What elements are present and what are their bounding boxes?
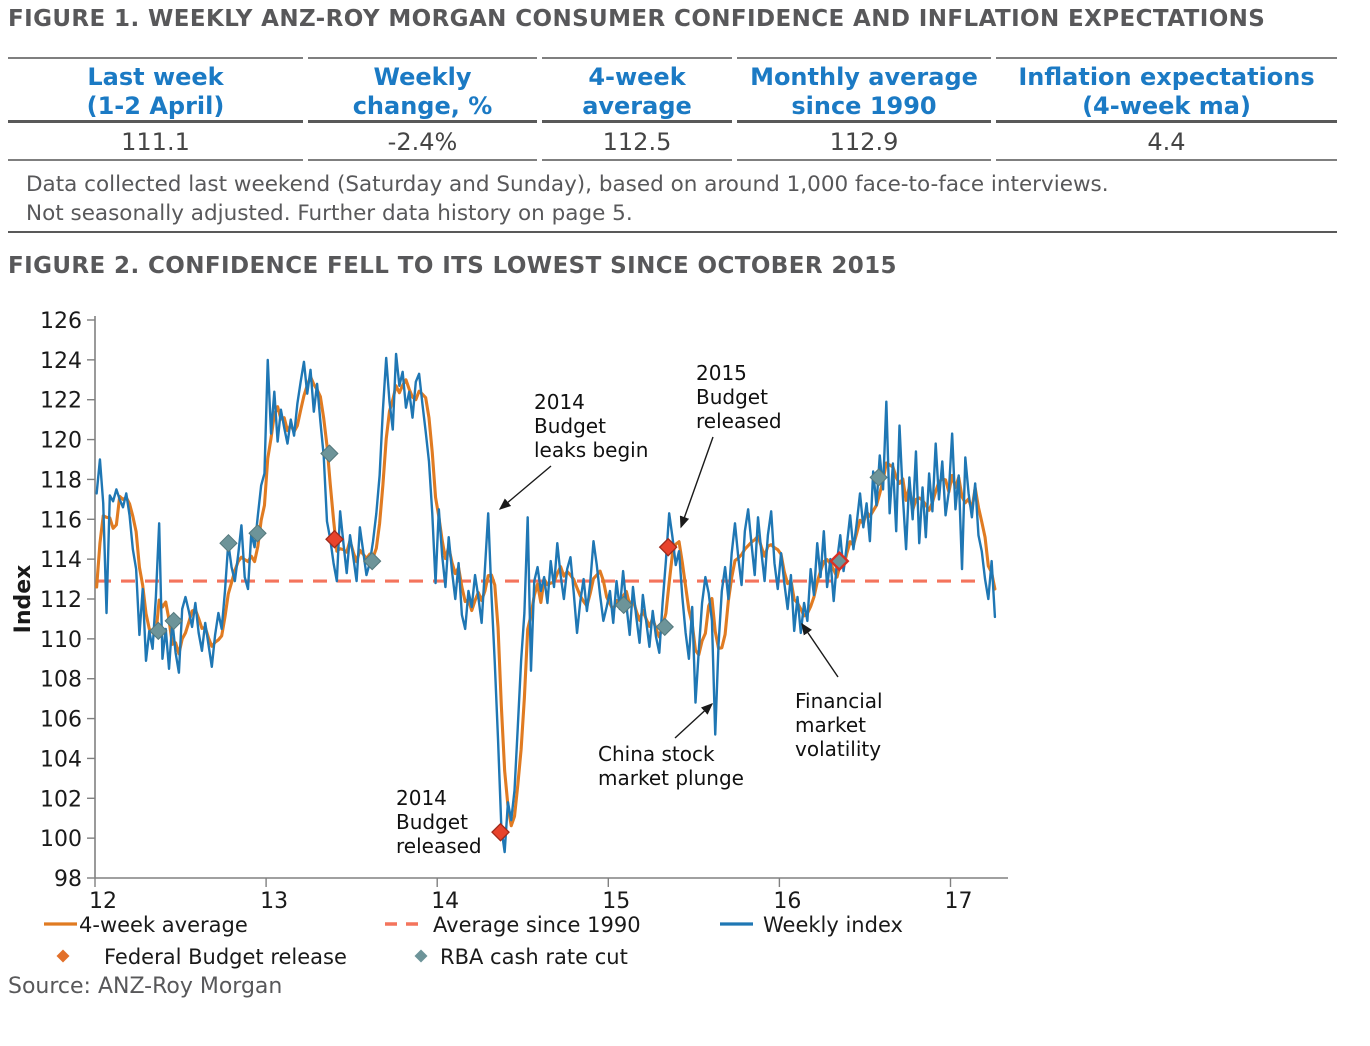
y-tick-label: 124 (40, 349, 82, 374)
legend-label: Average since 1990 (433, 913, 641, 937)
y-tick-label: 110 (40, 628, 82, 653)
footnote-line-2: Not seasonally adjusted. Further data hi… (26, 201, 633, 226)
x-tick-label: 15 (602, 889, 630, 914)
chart-plot-area: 98 100 102 104 106 108 110 112 114 116 118 120 122 12… (40, 309, 1008, 969)
annotation-text: Budget (534, 414, 606, 438)
col-header-4-week-average: 4-week average (542, 57, 732, 123)
annotation-text: Budget (396, 810, 468, 834)
y-tick-label: 108 (40, 668, 82, 693)
rba-cash-rate-cut-marker (219, 533, 238, 553)
annotation-arrow (801, 622, 839, 678)
y-tick-label: 114 (40, 548, 82, 573)
col-header-monthly-average: Monthly average since 1990 (737, 57, 991, 123)
y-tick-label: 118 (40, 468, 82, 493)
y-tick-label: 98 (54, 867, 82, 892)
federal-budget-marker (658, 537, 678, 557)
value-last-week: 111.1 (8, 123, 303, 161)
y-tick-label: 106 (40, 708, 82, 733)
legend-diamond-swatch (414, 949, 428, 963)
value-4-week-average: 112.5 (542, 123, 732, 161)
rba-cash-rate-cut-marker (248, 524, 267, 543)
rba-cash-rate-cut-marker (869, 468, 888, 487)
legend-label: RBA cash rate cut (440, 945, 628, 969)
confidence-chart: Index 98 100 102 104 106 108 110 112 114 116 118 12… (11, 309, 1008, 969)
annotation-text: 2015 (696, 361, 747, 385)
legend-label: 4-week average (79, 913, 248, 937)
legend-label: Weekly index (763, 913, 903, 937)
y-tick-label: 122 (40, 389, 82, 414)
legend-label: Federal Budget release (104, 945, 347, 969)
x-tick-label: 17 (945, 889, 973, 914)
y-tick-label: 102 (40, 787, 82, 812)
value-monthly-average: 112.9 (737, 123, 991, 161)
rba-cash-rate-cut-marker (655, 617, 674, 637)
y-tick-label: 120 (40, 429, 82, 454)
confidence-table: Last week (1-2 April) Weekly change, % 4… (8, 57, 1337, 161)
annotation-text: released (696, 409, 782, 433)
y-tick-label: 112 (40, 588, 82, 613)
source-text: Source: ANZ-Roy Morgan (8, 974, 283, 999)
annotation-text: 2014 (534, 390, 585, 414)
budget-and-rba-marker (829, 550, 850, 572)
annotation-text: market plunge (598, 766, 744, 790)
annotation-arrow (674, 703, 714, 739)
col-header-last-week: Last week (1-2 April) (8, 57, 303, 123)
rba-cash-rate-cut-marker (362, 551, 382, 571)
y-tick-label: 100 (40, 827, 82, 852)
figure1-title: FIGURE 1. WEEKLY ANZ-ROY MORGAN CONSUMER… (8, 6, 1266, 32)
x-tick-label: 13 (260, 889, 288, 914)
annotation-text: market (795, 713, 866, 737)
col-header-weekly-change: Weekly change, % (308, 57, 537, 123)
federal-budget-marker (325, 529, 344, 549)
annotation-arrow (679, 436, 714, 529)
x-tick-label: 14 (431, 889, 459, 914)
annotation-text: China stock (598, 742, 715, 766)
table-footnote: Data collected last weekend (Saturday an… (26, 170, 1109, 228)
value-weekly-change: -2.4% (308, 123, 537, 161)
figure2-title: FIGURE 2. CONFIDENCE FELL TO ITS LOWEST … (8, 253, 897, 279)
x-tick-label: 16 (773, 889, 801, 914)
rba-cash-rate-cut-marker (164, 611, 183, 631)
legend-diamond-swatch (56, 949, 70, 963)
rba-cash-rate-cut-marker (149, 621, 168, 641)
footnote-line-1: Data collected last weekend (Saturday an… (26, 172, 1109, 197)
rba-cash-rate-cut-marker (614, 595, 633, 615)
section-divider (8, 231, 1337, 233)
annotation-arrow (498, 465, 552, 510)
federal-budget-marker (491, 822, 510, 842)
annotation-text: 2014 (396, 786, 447, 810)
value-inflation-expectations: 4.4 (996, 123, 1337, 161)
annotation-text: released (396, 834, 482, 858)
y-tick-label: 104 (40, 747, 82, 772)
annotation-text: Budget (696, 385, 768, 409)
y-axis-title: Index (11, 565, 36, 634)
annotation-text: volatility (795, 737, 881, 761)
rba-cash-rate-cut-marker (320, 444, 339, 463)
y-tick-label: 126 (40, 309, 82, 334)
annotation-text: leaks begin (534, 438, 648, 462)
x-tick-label: 12 (89, 889, 117, 914)
col-header-inflation-expectations: Inflation expectations (4-week ma) (996, 57, 1337, 123)
annotation-text: Financial (795, 689, 883, 713)
y-tick-label: 116 (40, 508, 82, 533)
